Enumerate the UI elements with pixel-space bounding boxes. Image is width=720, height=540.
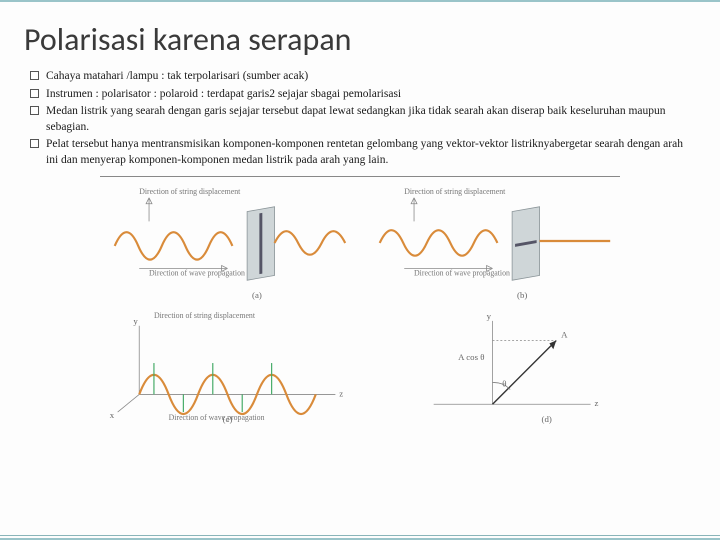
panel-b-label-bottom: Direction of wave propagation <box>414 268 510 277</box>
panel-d-vector-label: A <box>561 330 568 340</box>
slide: Polarisasi karena serapan Cahaya matahar… <box>0 0 720 540</box>
list-item: Cahaya matahari /lampu : tak terpolarisa… <box>28 69 692 85</box>
bullet-text: Medan listrik yang searah dengan garis s… <box>46 105 666 133</box>
figure-panel-d: y z A θ A cos θ (d) <box>365 305 620 425</box>
figure-panel-a: Direction of string displacement Directi… <box>100 181 355 301</box>
bullet-box-icon <box>30 106 39 115</box>
svg-text:x: x <box>110 410 115 420</box>
svg-text:z: z <box>339 388 343 398</box>
panel-c-label-bottom: Direction of wave propagation <box>169 413 265 422</box>
bullet-box-icon <box>30 89 39 98</box>
panel-a-label-bottom: Direction of wave propagation <box>149 268 245 277</box>
figure-panel-b: Direction of string displacement Directi… <box>365 181 620 301</box>
bullet-box-icon <box>30 71 39 80</box>
panel-d-angle-label: θ <box>502 379 506 389</box>
bullet-text: Instrumen : polarisator : polaroid : ter… <box>46 88 401 100</box>
panel-b-caption: (b) <box>517 290 527 300</box>
panel-a-caption: (a) <box>252 290 262 300</box>
panel-c-caption: (c) <box>223 414 233 424</box>
panel-b-label-top: Direction of string displacement <box>404 187 506 196</box>
list-item: Instrumen : polarisator : polaroid : ter… <box>28 87 692 103</box>
bullet-text: Cahaya matahari /lampu : tak terpolarisa… <box>46 70 308 82</box>
panel-c-label-top: Direction of string displacement <box>154 311 256 320</box>
figure: Direction of string displacement Directi… <box>100 176 620 425</box>
panel-a-label-top: Direction of string displacement <box>139 187 241 196</box>
bullet-text: Pelat tersebut hanya mentransmisikan kom… <box>46 138 683 166</box>
panel-d-component-label: A cos θ <box>458 352 484 362</box>
bullet-box-icon <box>30 139 39 148</box>
panel-d-caption: (d) <box>542 414 552 424</box>
list-item: Medan listrik yang searah dengan garis s… <box>28 104 692 135</box>
list-item: Pelat tersebut hanya mentransmisikan kom… <box>28 137 692 168</box>
bullet-list: Cahaya matahari /lampu : tak terpolarisa… <box>28 69 692 168</box>
svg-text:y: y <box>133 316 138 326</box>
svg-text:z: z <box>595 398 599 408</box>
page-title: Polarisasi karena serapan <box>24 20 692 59</box>
svg-text:y: y <box>487 311 492 321</box>
figure-panel-c: Direction of string displacement y z x D… <box>100 305 355 425</box>
